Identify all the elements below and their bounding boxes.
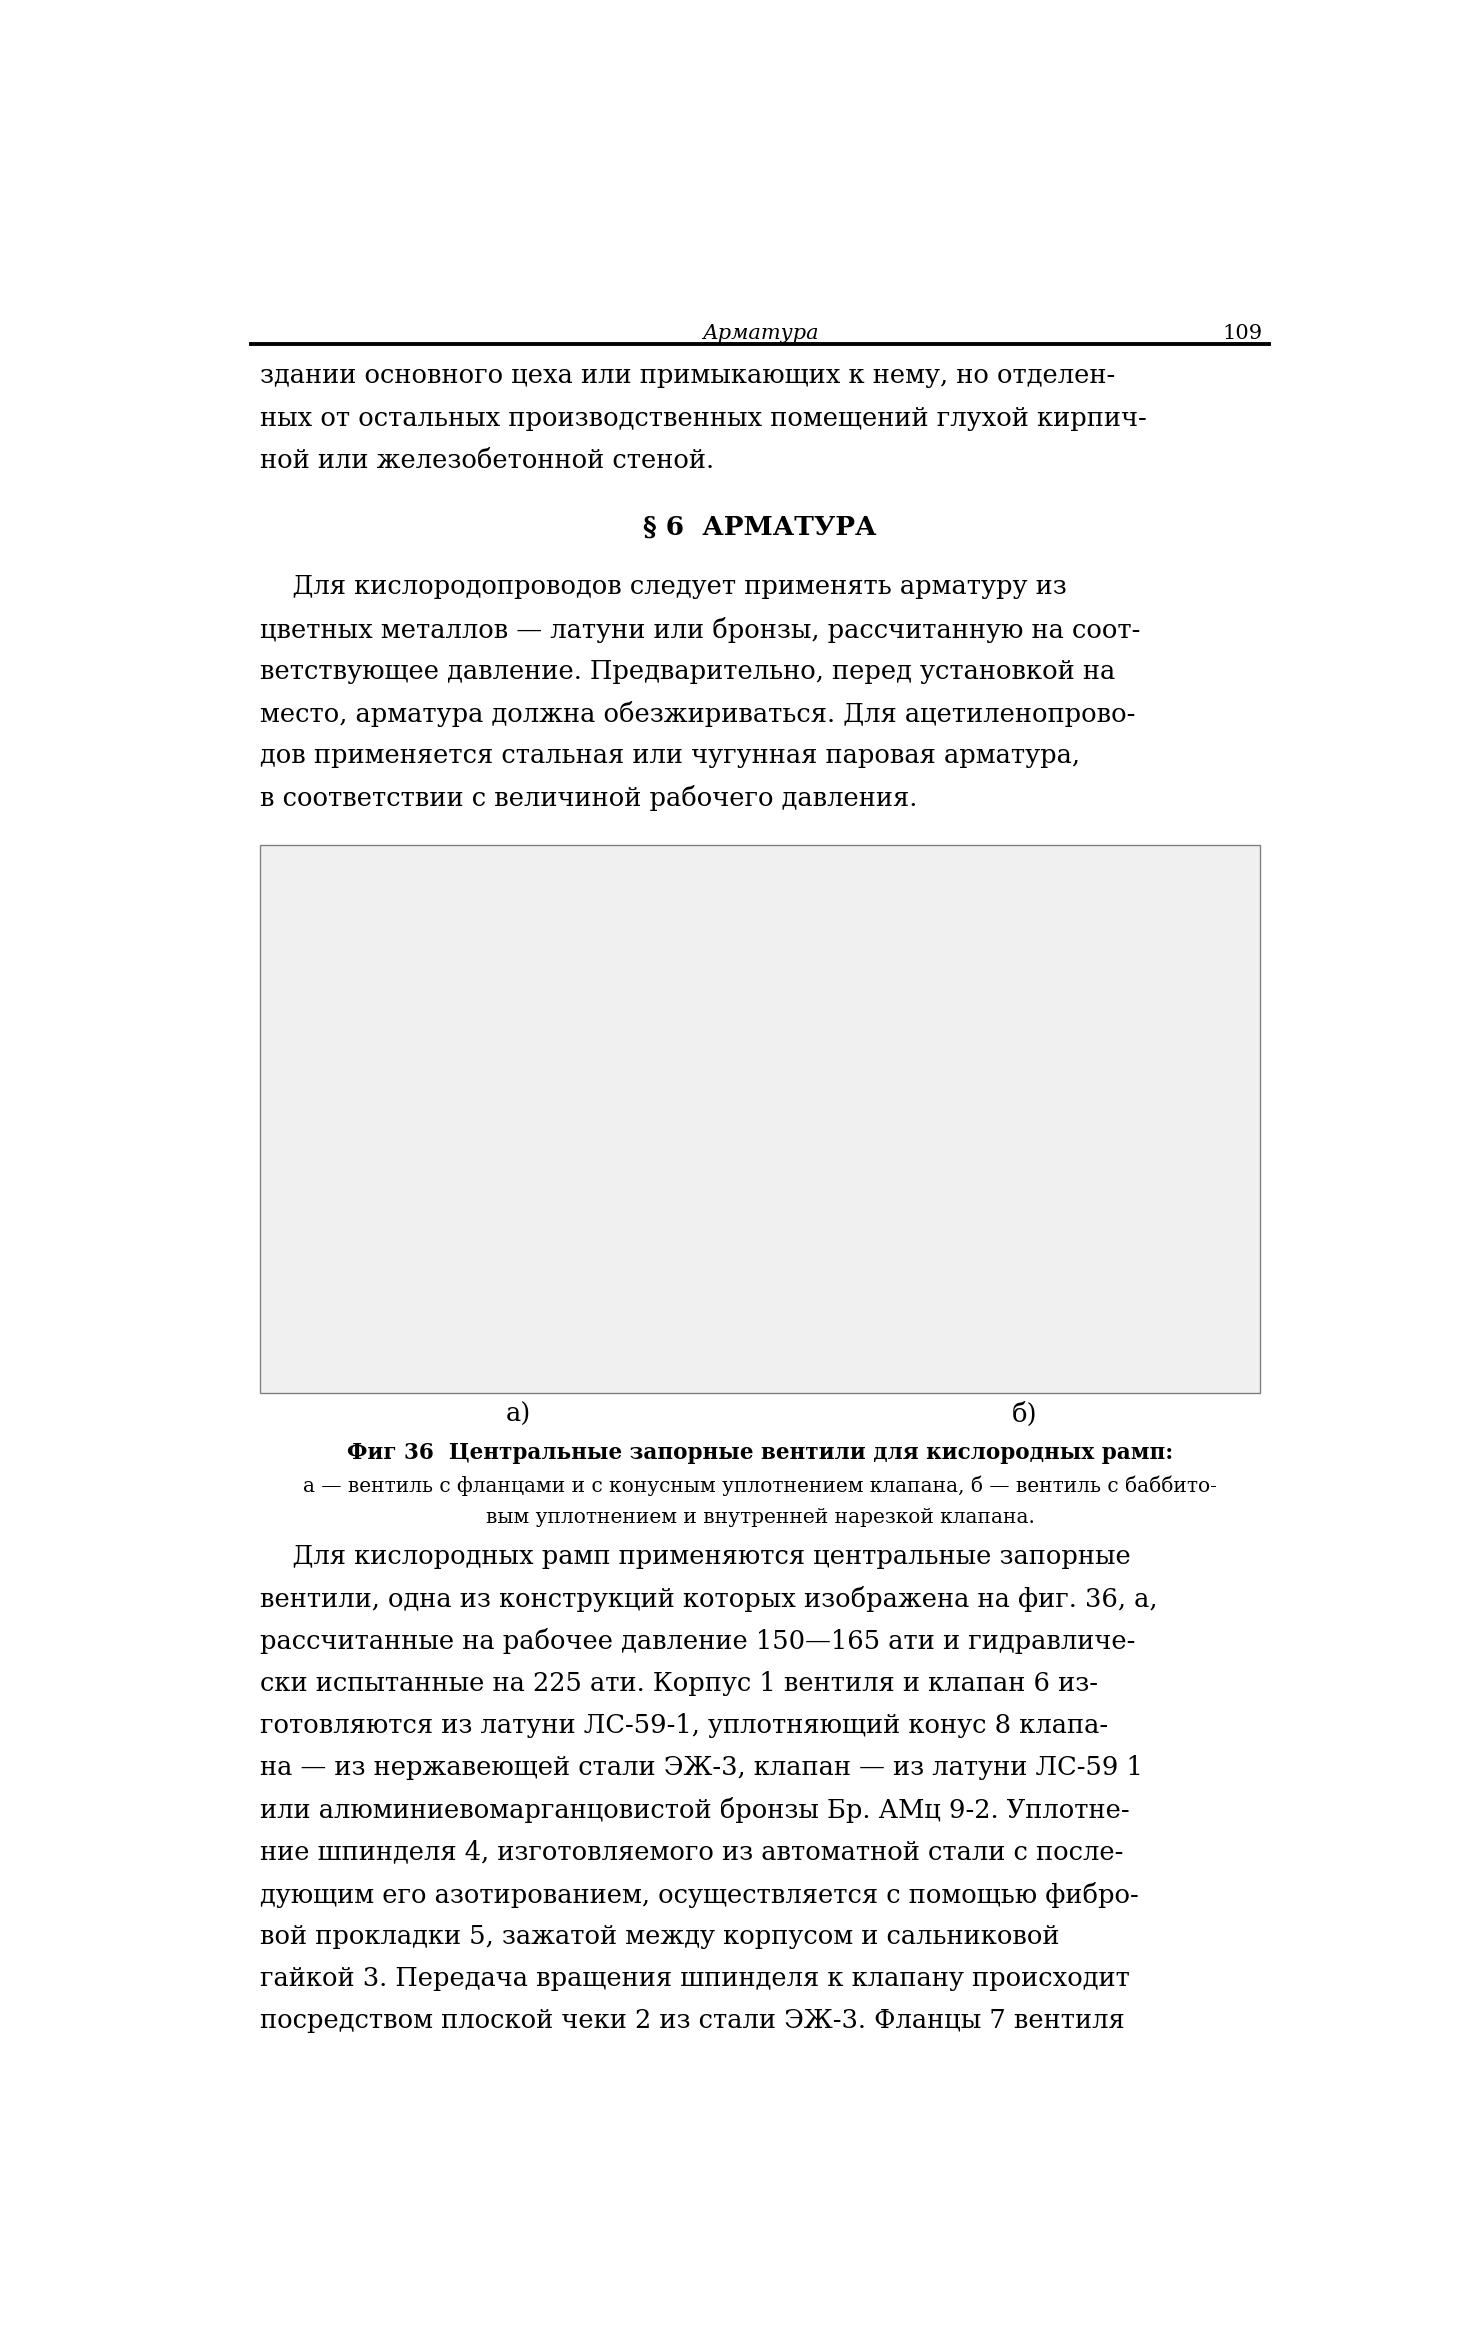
Text: а — вентиль с фланцами и с конусным уплотнением клапана, б — вентиль с баббито-: а — вентиль с фланцами и с конусным упло… [303, 1476, 1218, 1497]
Text: Для кислородных рамп применяются центральные запорные: Для кислородных рамп применяются централ… [260, 1544, 1132, 1569]
Text: ски испытанные на 225 ати. Корпус 1 вентиля и клапан 6 из-: ски испытанные на 225 ати. Корпус 1 вент… [260, 1670, 1097, 1695]
Text: Для кислородопроводов следует применять арматуру из: Для кислородопроводов следует применять … [260, 574, 1066, 599]
Text: § 6  АРМАТУРА: § 6 АРМАТУРА [644, 515, 876, 541]
Bar [260, 847, 1261, 1392]
Text: на — из нержавеющей стали ЭЖ-3, клапан — из латуни ЛС-59 1: на — из нержавеющей стали ЭЖ-3, клапан —… [260, 1756, 1143, 1779]
Text: б): б) [1011, 1402, 1037, 1427]
Text: готовляются из латуни ЛС-59-1, уплотняющий конус 8 клапа-: готовляются из латуни ЛС-59-1, уплотняющ… [260, 1712, 1108, 1737]
Text: ветствующее давление. Предварительно, перед установкой на: ветствующее давление. Предварительно, пе… [260, 658, 1115, 683]
Text: место, арматура должна обезжириваться. Для ацетиленопрово-: место, арматура должна обезжириваться. Д… [260, 702, 1136, 728]
Text: посредством плоской чеки 2 из стали ЭЖ-3. Фланцы 7 вентиля: посредством плоской чеки 2 из стали ЭЖ-3… [260, 2008, 1124, 2034]
Text: рассчитанные на рабочее давление 150—165 ати и гидравличе-: рассчитанные на рабочее давление 150—165… [260, 1628, 1136, 1653]
Text: ных от остальных производственных помещений глухой кирпич-: ных от остальных производственных помеще… [260, 406, 1146, 431]
Text: 109: 109 [1222, 324, 1262, 343]
Text: цветных металлов — латуни или бронзы, рассчитанную на соот-: цветных металлов — латуни или бронзы, ра… [260, 616, 1140, 644]
Text: а): а) [506, 1402, 531, 1427]
Text: или алюминиевомарганцовистой бронзы Бр. АМц 9-2. Уплотне-: или алюминиевомарганцовистой бронзы Бр. … [260, 1798, 1130, 1824]
Text: вентили, одна из конструкций которых изображена на фиг. 36, а,: вентили, одна из конструкций которых изо… [260, 1586, 1158, 1611]
Text: ной или железобетонной стеной.: ной или железобетонной стеной. [260, 448, 715, 473]
Text: ние шпинделя 4, изготовляемого из автоматной стали с после-: ние шпинделя 4, изготовляемого из автома… [260, 1840, 1124, 1863]
Text: вым уплотнением и внутренней нарезкой клапана.: вым уплотнением и внутренней нарезкой кл… [485, 1509, 1035, 1527]
Text: Фиг 36  Центральные запорные вентили для кислородных рамп:: Фиг 36 Центральные запорные вентили для … [347, 1441, 1173, 1464]
Text: гайкой 3. Передача вращения шпинделя к клапану происходит: гайкой 3. Передача вращения шпинделя к к… [260, 1966, 1130, 1992]
Text: дов применяется стальная или чугунная паровая арматура,: дов применяется стальная или чугунная па… [260, 744, 1080, 767]
Text: дующим его азотированием, осуществляется с помощью фибро-: дующим его азотированием, осуществляется… [260, 1882, 1139, 1908]
Text: вой прокладки 5, зажатой между корпусом и сальниковой: вой прокладки 5, зажатой между корпусом … [260, 1924, 1059, 1950]
Text: в соответствии с величиной рабочего давления.: в соответствии с величиной рабочего давл… [260, 786, 918, 812]
Text: Арматура: Арматура [701, 324, 819, 343]
Text: здании основного цеха или примыкающих к нему, но отделен-: здании основного цеха или примыкающих к … [260, 364, 1115, 389]
